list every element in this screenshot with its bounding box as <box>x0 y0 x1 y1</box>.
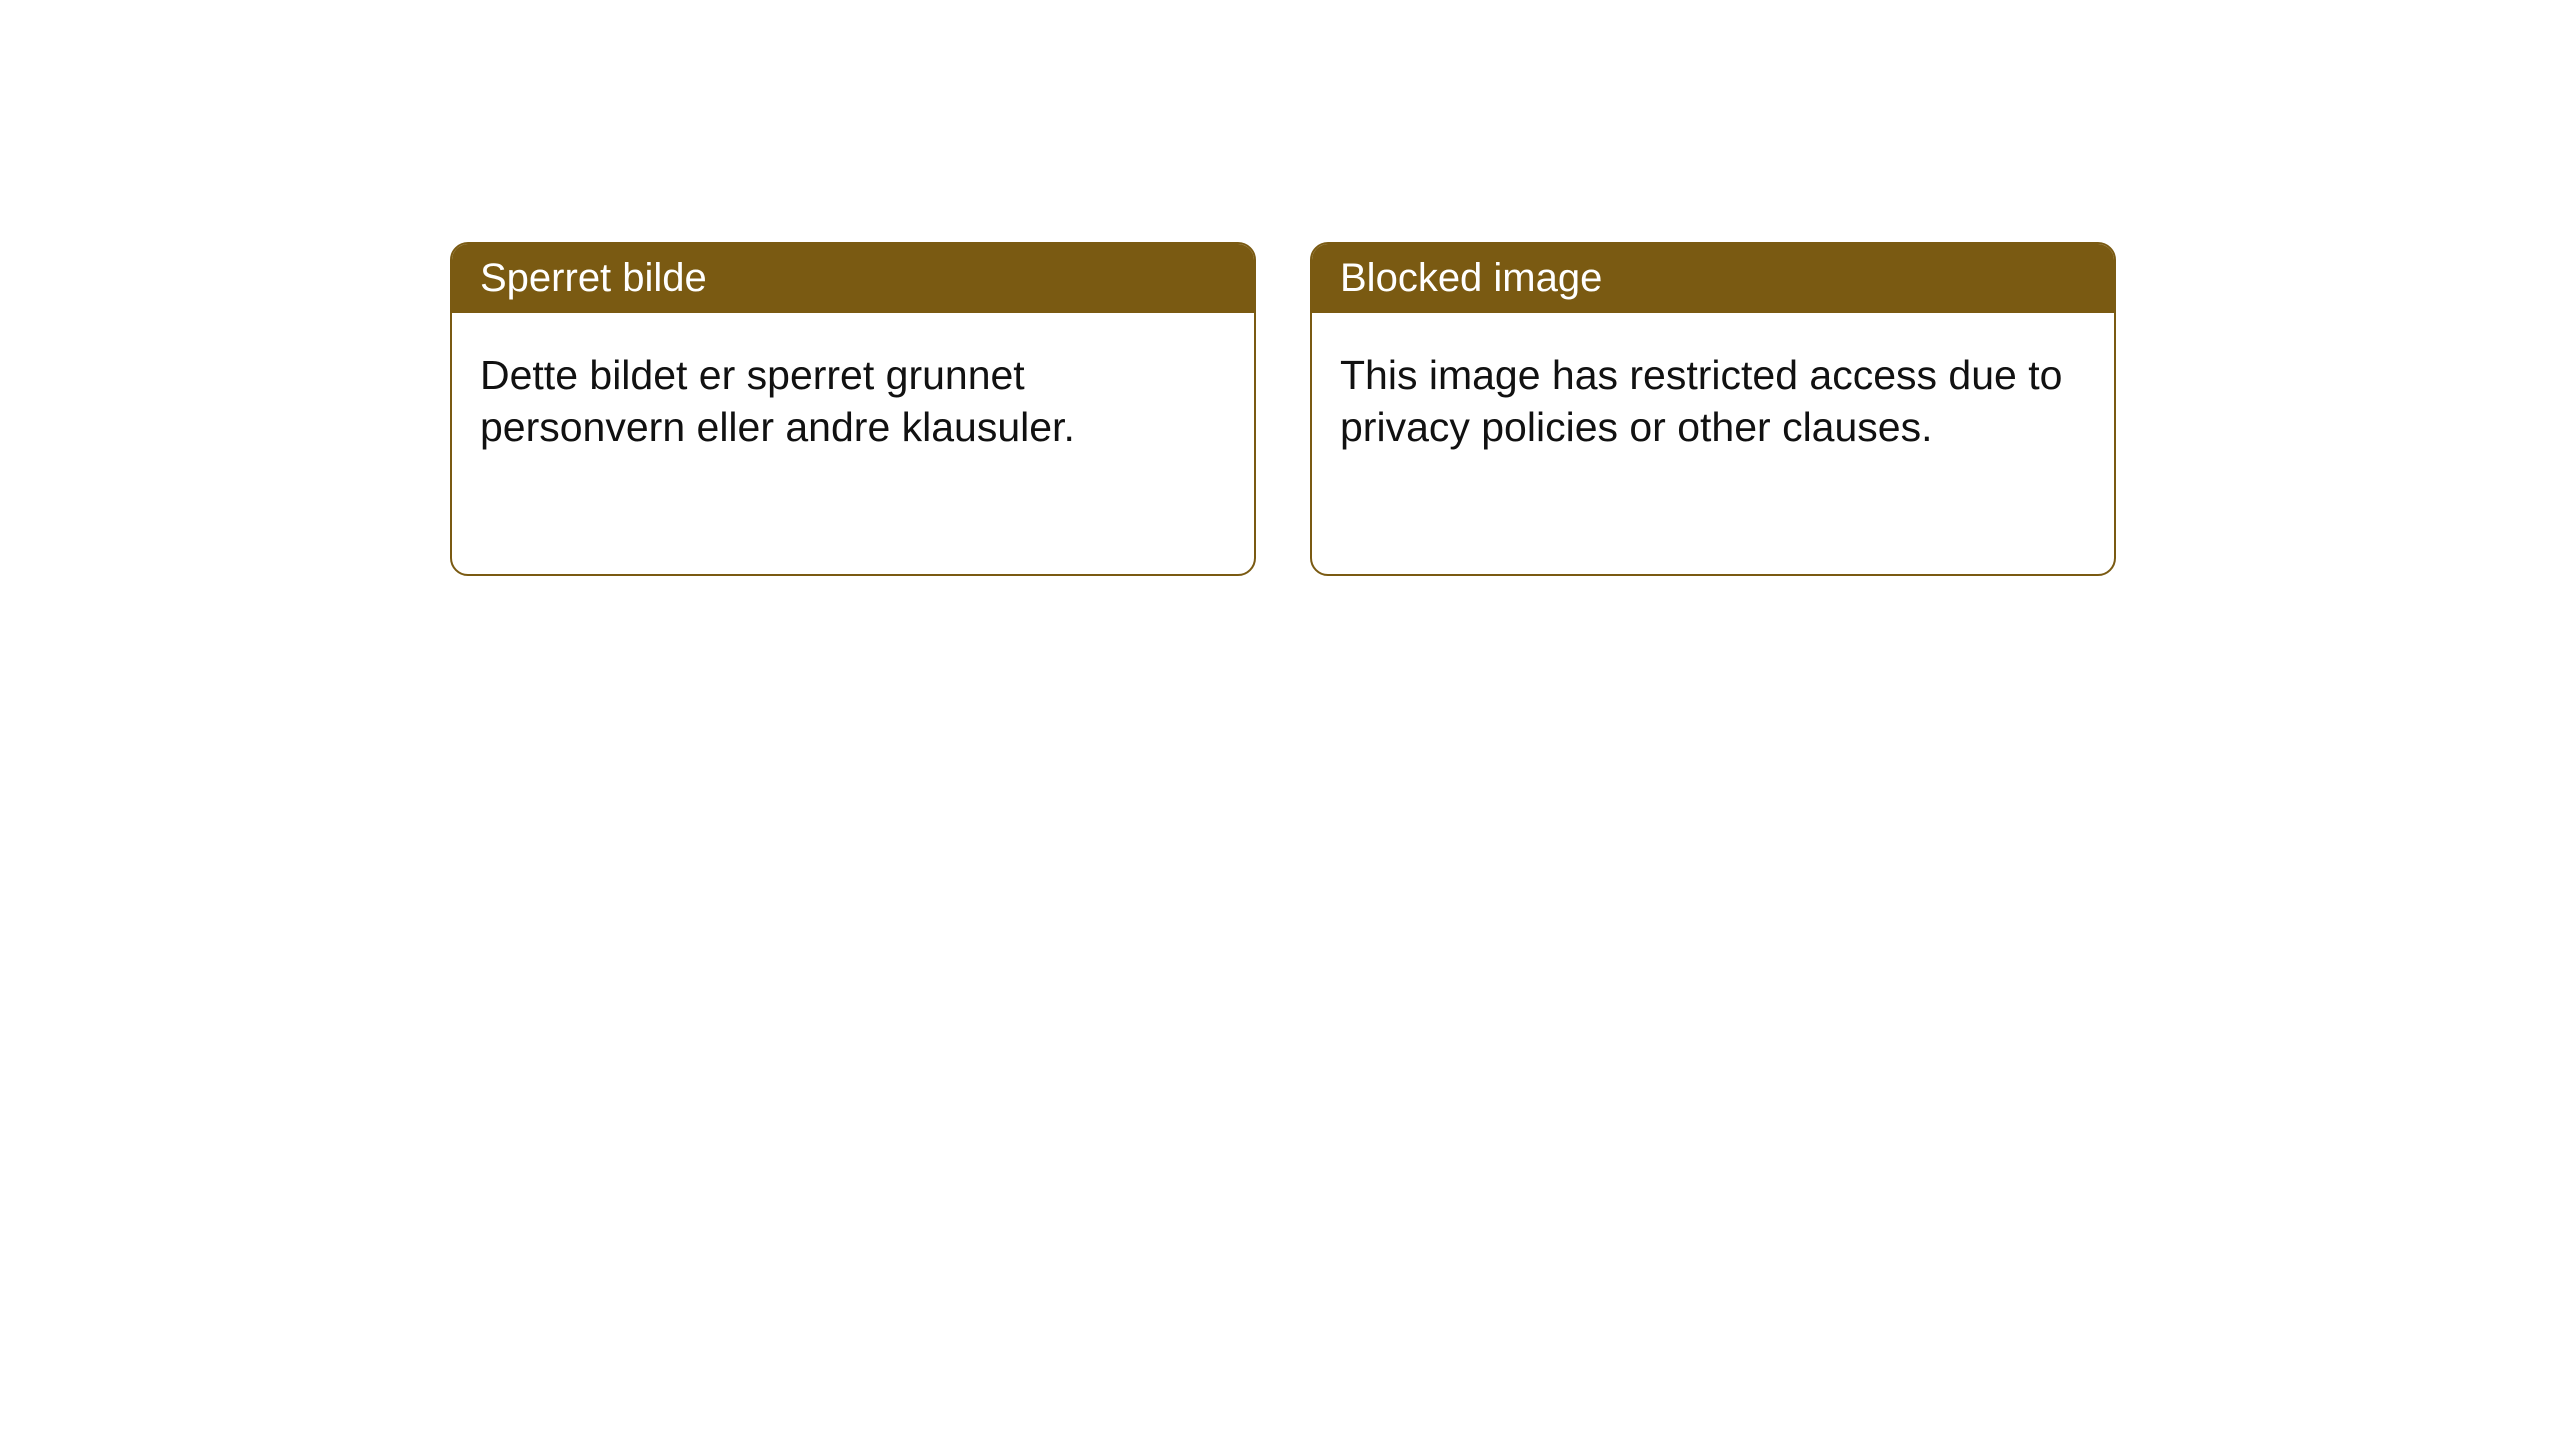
notice-cards-container: Sperret bilde Dette bildet er sperret gr… <box>0 0 2560 576</box>
card-body-no: Dette bildet er sperret grunnet personve… <box>452 313 1254 490</box>
card-title-no: Sperret bilde <box>452 244 1254 313</box>
card-body-en: This image has restricted access due to … <box>1312 313 2114 490</box>
blocked-image-card-no: Sperret bilde Dette bildet er sperret gr… <box>450 242 1256 576</box>
blocked-image-card-en: Blocked image This image has restricted … <box>1310 242 2116 576</box>
card-title-en: Blocked image <box>1312 244 2114 313</box>
